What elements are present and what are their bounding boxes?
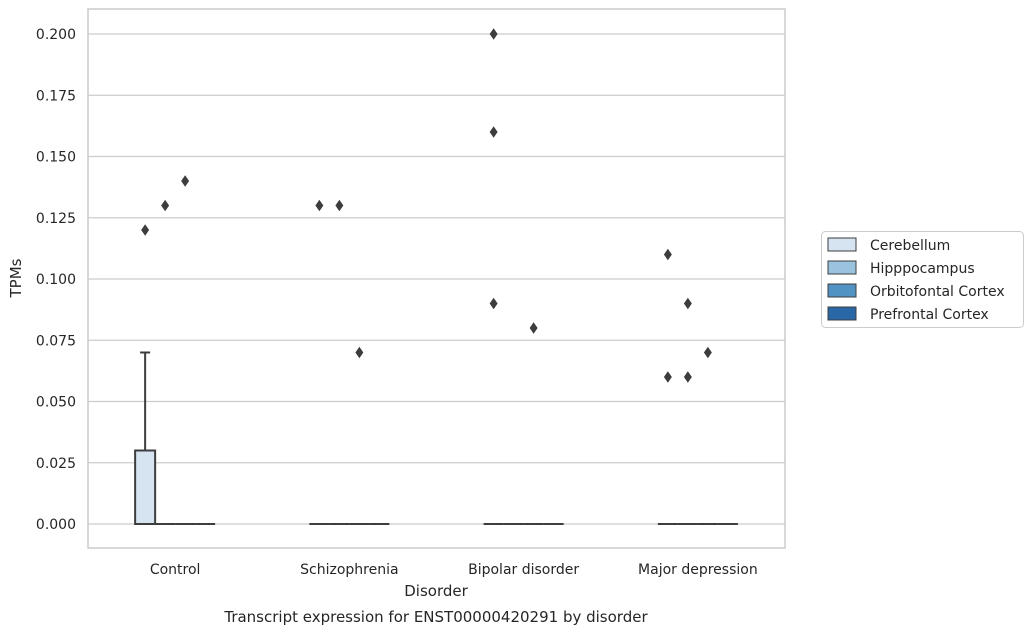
legend-label: Orbitofontal Cortex [870, 284, 1005, 300]
outlier-point [315, 199, 324, 212]
y-tick-labels: 0.000 0.025 0.050 0.075 0.100 0.125 0.150 0.175… [36, 27, 76, 533]
outlier-point [161, 199, 170, 212]
outlier-point [683, 297, 692, 310]
outlier-point [529, 322, 538, 334]
y-tick-label: 0.125 [36, 211, 76, 227]
y-tick-label: 0.050 [36, 395, 76, 411]
y-tick-label: 0.175 [36, 88, 76, 104]
outlier-point [489, 28, 498, 40]
grid-lines [88, 33, 785, 525]
outlier-point [683, 371, 692, 383]
y-tick-label: 0.000 [36, 517, 76, 533]
y-tick-label: 0.025 [36, 456, 76, 472]
box-group [134, 351, 157, 525]
x-tick-label: Schizophrenia [300, 562, 398, 578]
outlier-point [489, 297, 498, 310]
legend-frame [821, 231, 1024, 328]
legend-swatch [827, 260, 857, 275]
boxes [134, 351, 738, 525]
x-tick-label: Bipolar disorder [468, 562, 579, 578]
outlier-point [181, 175, 190, 187]
y-tick-label: 0.100 [36, 272, 76, 288]
y-axis-title: TPMs [7, 258, 25, 298]
outlier-point [703, 346, 712, 359]
plot-frame [87, 8, 786, 549]
outlier-point [355, 346, 364, 359]
outlier-point [489, 126, 498, 138]
y-tick-label: 0.075 [36, 333, 76, 349]
x-tick-labels: Control Schizophrenia Bipolar disorder Majo… [150, 562, 758, 578]
y-tick-label: 0.150 [36, 150, 76, 166]
legend-label: Hipppocampus [870, 261, 975, 277]
legend-label: Cerebellum [870, 238, 950, 254]
x-tick-label: Control [150, 562, 201, 578]
box-body [134, 449, 157, 525]
y-tick-label: 0.200 [36, 27, 76, 43]
legend: Cerebellum Hipppocampus Orbitofontal Corte… [821, 231, 1024, 328]
legend-swatch [827, 306, 857, 321]
x-tick-label: Major depression [638, 562, 758, 578]
outlier-point [335, 199, 344, 212]
legend-swatch [827, 237, 857, 252]
outlier-point [663, 371, 672, 383]
chart-caption: Transcript expression for ENST0000042029… [223, 608, 648, 626]
x-axis-title: Disorder [404, 582, 468, 600]
outlier-points [141, 28, 712, 383]
outlier-point [141, 224, 150, 236]
outlier-point [663, 248, 672, 261]
legend-swatch [827, 283, 857, 298]
legend-label: Prefrontal Cortex [870, 307, 989, 323]
